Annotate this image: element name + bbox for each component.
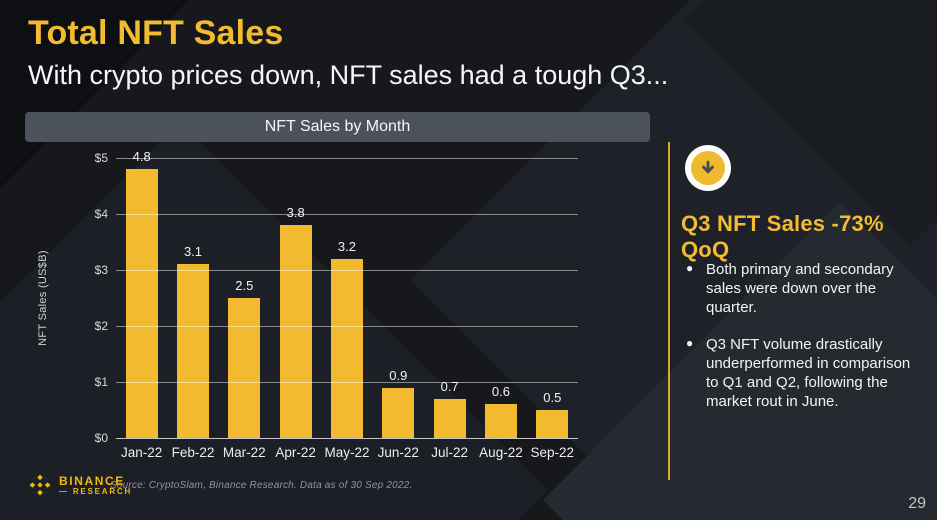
bullet-item: ● Q3 NFT volume drastically underperform…	[684, 335, 922, 412]
gridline	[116, 325, 578, 327]
bar-value-label: 3.2	[337, 238, 357, 254]
logo-text: BINANCE — RESEARCH	[59, 475, 132, 496]
y-tick-label: $4	[94, 207, 108, 221]
logo-line1: BINANCE	[59, 473, 125, 488]
nft-sales-chart: NFT Sales by Month NFT Sales (US$B) 4.8 J…	[25, 112, 650, 467]
bullet-dot: ●	[686, 261, 694, 275]
binance-logo-icon	[29, 474, 51, 496]
bar-slot: 0.9 Jun-22	[373, 158, 424, 460]
y-tick-label: $5	[94, 151, 108, 165]
down-arrow-badge	[685, 145, 731, 191]
chart-title: NFT Sales by Month	[25, 112, 650, 142]
page-number: 29	[908, 495, 926, 512]
gridline	[116, 213, 578, 215]
bar-Aug-22	[484, 404, 517, 438]
down-arrow-icon	[691, 151, 725, 185]
bar-value-label: 0.6	[491, 384, 510, 400]
x-tick-label: Apr-22	[275, 445, 316, 460]
bar-value-label: 0.9	[389, 367, 408, 383]
x-tick-label: May-22	[324, 445, 370, 460]
y-axis-title: NFT Sales (US$B)	[37, 250, 49, 346]
bar-slot: 3.2 May-22	[321, 158, 372, 460]
bar-value-label: 4.8	[132, 149, 151, 165]
x-tick-label: Aug-22	[479, 445, 523, 460]
bar-slot: 0.6 Aug-22	[475, 158, 526, 460]
panel-heading: Q3 NFT Sales -73% QoQ	[681, 211, 884, 262]
bar-Jul-22	[433, 398, 466, 438]
bar-Mar-22	[228, 298, 261, 438]
slide-title: Total NFT Sales	[28, 14, 284, 52]
bars-container: 4.8 Jan-22 3.1 Feb-22 2.5 Mar-22 3.8 Apr-22 3.2 M…	[116, 149, 578, 460]
panel-bullet-list: ● Both primary and secondary sales were …	[684, 260, 922, 428]
gridline	[116, 269, 578, 271]
binance-research-logo: BINANCE — RESEARCH	[28, 473, 132, 497]
bar-slot: 2.5 Mar-22	[219, 158, 270, 460]
bar-Jan-22	[125, 169, 158, 438]
slide-subtitle: With crypto prices down, NFT sales had a…	[28, 60, 669, 90]
y-axis-title-wrap: NFT Sales (US$B)	[30, 158, 56, 438]
bullet-dot: ●	[686, 335, 694, 350]
bar-value-label: 0.5	[543, 390, 562, 405]
bullet-item: ● Both primary and secondary sales were …	[684, 260, 922, 318]
bar-slot: 0.7 Jul-22	[424, 158, 475, 460]
bar-slot: 3.8 Apr-22	[270, 158, 321, 460]
bar-Jun-22	[382, 387, 415, 438]
bar-Apr-22	[279, 225, 312, 438]
y-tick-label: $3	[94, 263, 108, 277]
chart-plot-area: NFT Sales (US$B) 4.8 Jan-22 3.1 Feb-22 2.5 Ma…	[37, 149, 578, 460]
x-tick-label: Jul-22	[431, 445, 469, 460]
gridline	[116, 381, 578, 383]
y-tick-label: $0	[94, 431, 108, 445]
bar-slot: 0.5 Sep-22	[527, 158, 578, 460]
x-tick-label: Jan-22	[121, 445, 163, 460]
bullet-text: Both primary and secondary sales were do…	[706, 261, 894, 317]
gridline	[116, 157, 578, 159]
y-tick-label: $2	[94, 319, 108, 333]
x-tick-label: Mar-22	[222, 445, 266, 460]
y-tick-label: $1	[94, 375, 108, 389]
source-note: Source: CryptoSlam, Binance Research. Da…	[110, 480, 413, 491]
bar-value-label: 3.8	[286, 205, 305, 221]
x-tick-label: Jun-22	[377, 445, 419, 460]
bar-slot: 4.8 Jan-22	[116, 149, 167, 460]
bullet-text: Q3 NFT volume drastically underperformed…	[706, 335, 911, 411]
bar-value-label: 2.5	[235, 278, 254, 293]
bar-Feb-22	[176, 264, 209, 438]
bar-Sep-22	[536, 410, 569, 438]
gridline	[116, 437, 578, 439]
bar-value-label: 3.1	[183, 244, 203, 260]
x-tick-label: Feb-22	[171, 445, 215, 460]
bar-value-label: 0.7	[440, 378, 459, 394]
panel-accent-line	[668, 142, 670, 480]
bar-slot: 3.1 Feb-22	[167, 158, 218, 460]
bar-May-22	[330, 258, 363, 438]
logo-line2: — RESEARCH	[59, 486, 133, 496]
x-tick-label: Sep-22	[530, 445, 575, 460]
